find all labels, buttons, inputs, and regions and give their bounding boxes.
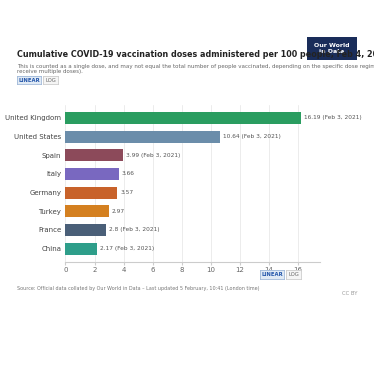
Bar [65, 205, 108, 217]
Bar [65, 168, 119, 180]
Bar [65, 224, 106, 236]
Text: Cumulative COVID-19 vaccination doses administered per 100 people, Feb 4, 2021: Cumulative COVID-19 vaccination doses ad… [17, 50, 374, 59]
Text: This is counted as a single dose, and may not equal the total number of people v: This is counted as a single dose, and ma… [17, 64, 374, 74]
Text: CC BY: CC BY [342, 291, 357, 296]
Text: LOG: LOG [288, 272, 299, 277]
Bar [65, 187, 117, 199]
Bar [65, 242, 97, 255]
Text: 16.19 (Feb 3, 2021): 16.19 (Feb 3, 2021) [304, 116, 361, 120]
Text: 2.97: 2.97 [111, 209, 125, 214]
Text: Source: Official data collated by Our World in Data – Last updated 5 February, 1: Source: Official data collated by Our Wo… [17, 286, 259, 291]
Text: 3.99 (Feb 3, 2021): 3.99 (Feb 3, 2021) [126, 153, 181, 158]
Text: 2.8 (Feb 3, 2021): 2.8 (Feb 3, 2021) [109, 227, 160, 232]
Bar [65, 131, 220, 142]
Bar [65, 112, 301, 124]
Text: LINEAR: LINEAR [261, 272, 283, 277]
Text: 10.64 (Feb 3, 2021): 10.64 (Feb 3, 2021) [223, 134, 281, 139]
Text: 3.66: 3.66 [122, 171, 134, 177]
Text: Our World
in Data: Our World in Data [314, 43, 350, 54]
Text: LINEAR: LINEAR [18, 77, 40, 83]
Text: 2.17 (Feb 3, 2021): 2.17 (Feb 3, 2021) [100, 246, 154, 251]
Bar [65, 149, 123, 161]
Text: LOG: LOG [45, 77, 56, 83]
Text: 3.57: 3.57 [120, 190, 134, 195]
